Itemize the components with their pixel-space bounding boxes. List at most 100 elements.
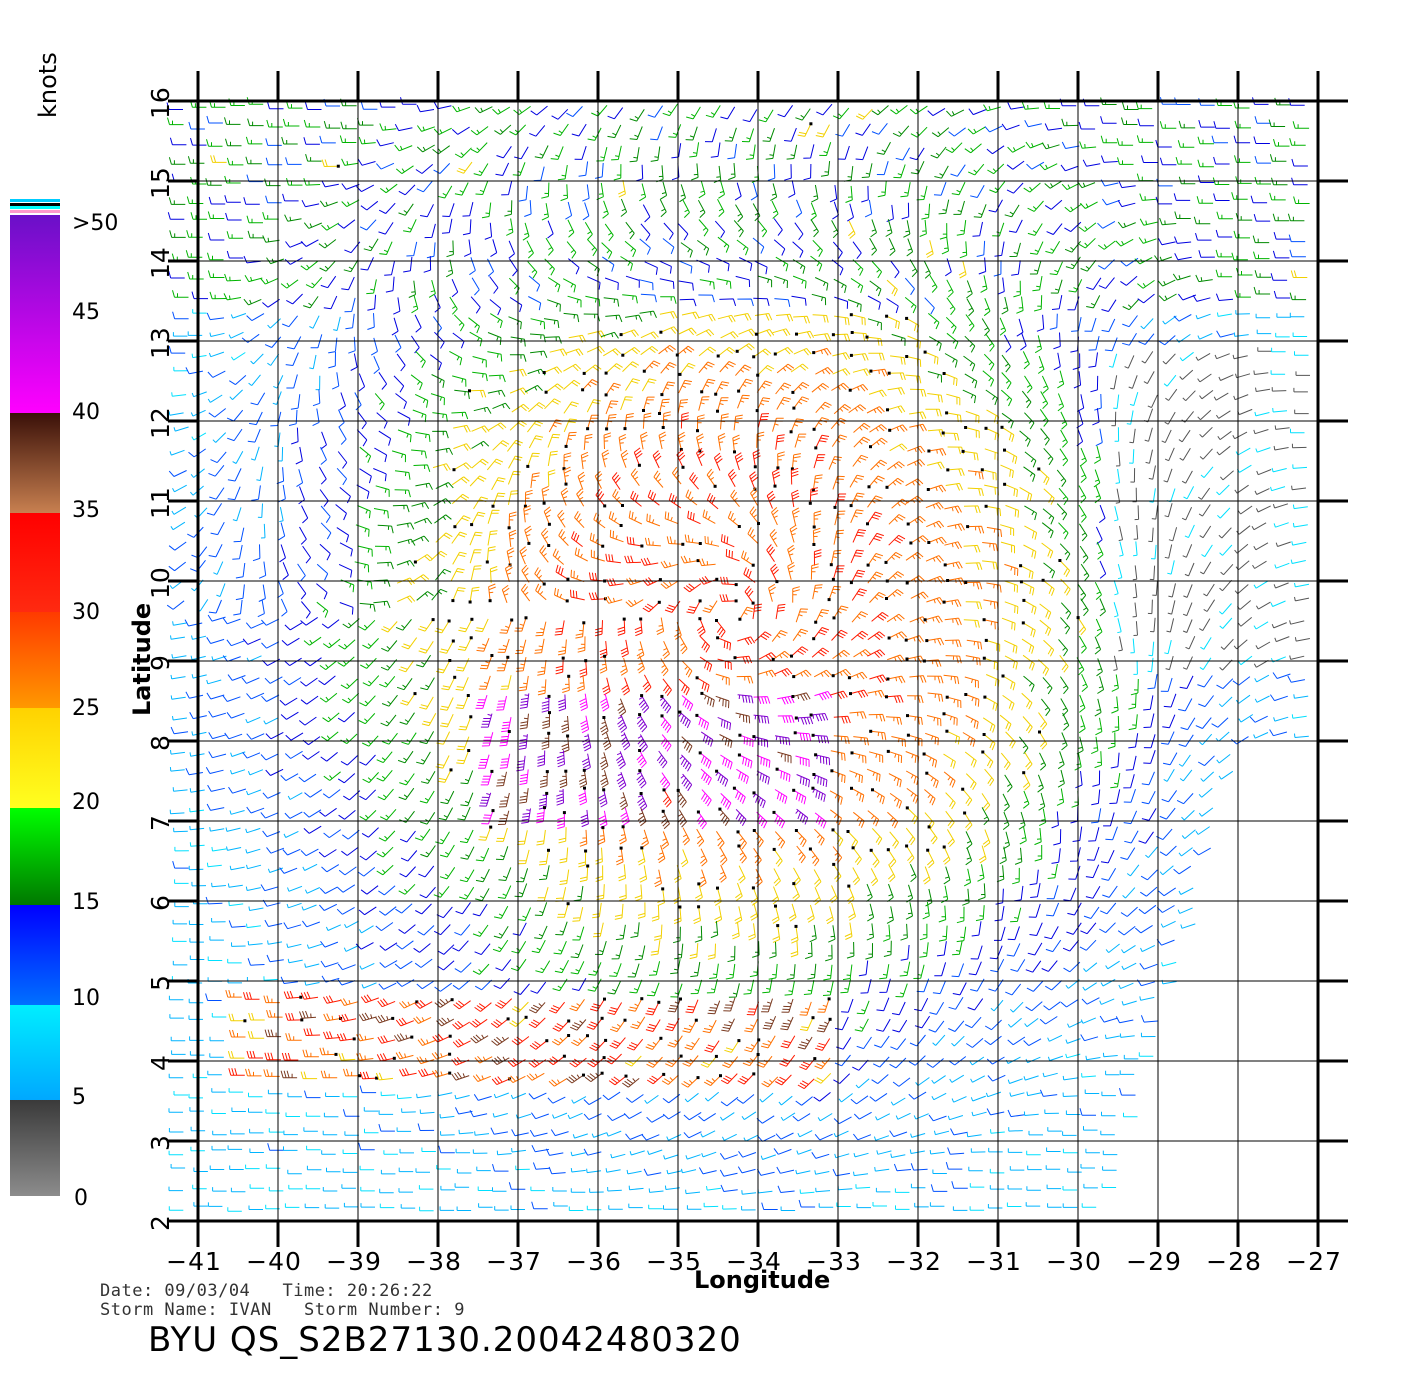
rain-flag-marker (548, 711, 551, 715)
wind-barb (1147, 599, 1153, 615)
wind-barb (379, 123, 397, 131)
wind-barb (343, 259, 359, 273)
wind-barb (1179, 448, 1191, 461)
wind-barb (926, 1058, 944, 1068)
wind-barb (319, 660, 338, 671)
wind-barb (486, 546, 496, 563)
wind-barb (793, 315, 810, 324)
y-tick-label: 13 (146, 327, 175, 359)
wind-barb (207, 370, 226, 378)
wind-barb (1003, 334, 1012, 353)
wind-barb (413, 464, 431, 472)
wind-barb (588, 592, 606, 601)
wind-barb (703, 1075, 721, 1087)
wind-barb (1113, 394, 1120, 409)
wind-barb (909, 863, 917, 883)
wind-barb (1042, 1072, 1058, 1078)
wind-barb (298, 773, 317, 783)
rain-flag-marker (927, 825, 931, 829)
wind-barb (851, 353, 869, 361)
rain-flag-marker (983, 695, 987, 699)
wind-barb (683, 1111, 702, 1121)
wind-barb (868, 532, 884, 546)
wind-barb (772, 925, 781, 943)
wind-barb (366, 279, 377, 295)
wind-barb (208, 732, 227, 740)
rain-flag-marker (812, 773, 816, 776)
wind-barb (393, 375, 405, 393)
rain-flag-marker (694, 1018, 698, 1022)
wind-barb (265, 768, 284, 776)
wind-barb (280, 976, 298, 984)
wind-barb (772, 417, 784, 432)
wind-barb (469, 1018, 488, 1028)
wind-barb (1021, 102, 1040, 110)
rain-flag-marker (524, 616, 528, 620)
wind-barb (247, 958, 265, 966)
wind-barb (432, 1033, 451, 1043)
wind-barb (472, 1074, 491, 1082)
wind-barb (1161, 790, 1178, 803)
wind-barb (761, 1202, 778, 1210)
wind-barb (1156, 939, 1175, 946)
wind-barb (1119, 1033, 1135, 1038)
wind-barb (248, 1092, 263, 1098)
wind-barb (754, 631, 772, 642)
wind-barb (304, 789, 323, 798)
wind-barb (380, 1169, 396, 1175)
wind-barb (362, 675, 380, 687)
wind-barb (738, 378, 754, 392)
wind-barb (396, 1127, 412, 1132)
wind-barb (572, 926, 585, 941)
wind-barb (309, 354, 317, 370)
wind-barb (492, 402, 511, 410)
wind-barb (962, 389, 977, 404)
wind-barb (1211, 717, 1229, 728)
wind-barb (1051, 811, 1059, 829)
wind-barb (642, 577, 661, 586)
wind-barb (229, 810, 245, 815)
wind-barb (1145, 846, 1158, 858)
wind-barb (579, 865, 589, 883)
wind-barb (625, 1133, 644, 1140)
rain-flag-marker (847, 884, 851, 888)
wind-barb (1195, 826, 1210, 835)
wind-barb (1149, 565, 1156, 581)
wind-barb (1165, 388, 1178, 401)
wind-barb (1072, 826, 1083, 842)
colorbar-band (10, 1100, 60, 1196)
wind-barb (337, 978, 356, 986)
wind-barb (1027, 223, 1043, 236)
wind-barb (288, 1184, 303, 1190)
wind-barb (1122, 887, 1136, 899)
wind-barb (1040, 391, 1049, 410)
wind-barb (379, 675, 396, 688)
wind-barb (1234, 484, 1249, 494)
wind-barb (1179, 369, 1194, 380)
wind-barb (1062, 1131, 1077, 1136)
wind-barb (1173, 314, 1192, 322)
wind-barb (1216, 211, 1233, 220)
rain-flag-marker (827, 598, 831, 602)
rain-flag-marker (774, 904, 777, 908)
rain-flag-marker (623, 427, 627, 431)
rain-flag-marker (602, 1056, 606, 1060)
wind-barb (1292, 121, 1310, 129)
wind-barb (700, 768, 712, 786)
wind-barb (534, 925, 548, 940)
wind-barb (518, 849, 530, 865)
wind-barb (929, 274, 938, 293)
wind-barb (733, 414, 743, 431)
wind-barb (792, 692, 811, 701)
wind-barb (1294, 582, 1310, 588)
wind-barb (566, 1074, 584, 1084)
wind-barb (982, 542, 998, 552)
wind-barb (266, 119, 283, 128)
wind-barb (378, 430, 392, 446)
wind-barb (398, 203, 414, 216)
wind-barb (759, 1092, 774, 1103)
wind-barb (956, 220, 967, 236)
wind-barb (1216, 445, 1231, 456)
wind-barb (848, 902, 856, 921)
wind-barb (659, 278, 675, 289)
